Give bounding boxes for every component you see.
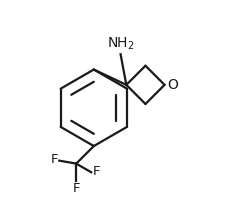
Text: F: F <box>51 153 58 166</box>
Text: O: O <box>167 78 178 92</box>
Text: NH$_2$: NH$_2$ <box>107 36 135 52</box>
Text: F: F <box>73 182 80 195</box>
Text: F: F <box>92 165 100 178</box>
